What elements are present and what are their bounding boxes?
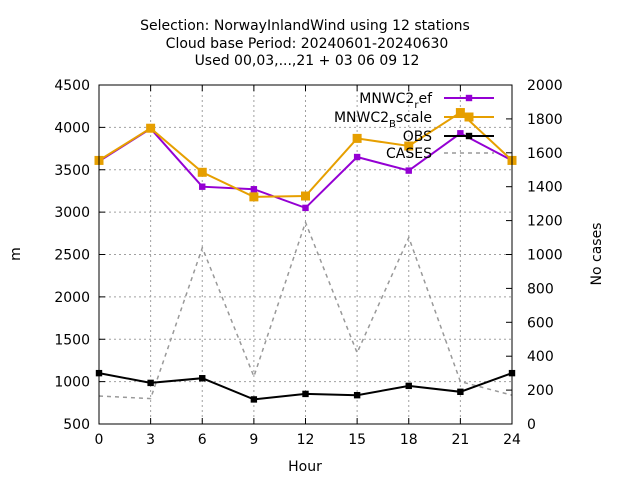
data-point bbox=[146, 123, 156, 133]
data-point bbox=[353, 391, 361, 399]
y-tick-label: 4000 bbox=[54, 120, 90, 136]
y2-axis-label: No cases bbox=[589, 223, 605, 286]
data-point bbox=[197, 167, 207, 177]
y-axis-label: m bbox=[8, 247, 24, 261]
data-point bbox=[457, 130, 464, 137]
chart-title: Selection: NorwayInlandWind using 12 sta… bbox=[140, 18, 470, 69]
title-line-2: Cloud base Period: 20240601-20240630 bbox=[166, 36, 449, 52]
x-tick-label: 9 bbox=[249, 432, 258, 448]
data-point bbox=[250, 396, 258, 403]
data-point bbox=[302, 390, 309, 398]
legend-label: CASES bbox=[386, 146, 432, 162]
data-point bbox=[353, 153, 361, 161]
data-point bbox=[352, 133, 362, 143]
data-point bbox=[147, 379, 154, 387]
y2-tick-label: 800 bbox=[527, 281, 554, 297]
y2-tick-label: 400 bbox=[527, 349, 554, 365]
x-tick-label: 21 bbox=[451, 432, 469, 448]
x-tick-label: 24 bbox=[503, 432, 521, 448]
y-tick-label: 2000 bbox=[54, 290, 90, 306]
x-tick-label: 12 bbox=[297, 432, 315, 448]
y2-tick-label: 200 bbox=[527, 383, 554, 399]
x-tick-label: 3 bbox=[146, 432, 155, 448]
tick-labels: 0 3 6 9 12 15 18 21 2450010001500200025003000350… bbox=[54, 78, 562, 448]
data-point bbox=[199, 183, 206, 190]
y2-tick-label: 2000 bbox=[527, 78, 563, 94]
legend-marker bbox=[465, 94, 473, 102]
y-tick-label: 1000 bbox=[54, 375, 90, 391]
data-point bbox=[249, 192, 259, 202]
y-tick-label: 1500 bbox=[54, 332, 90, 348]
data-point bbox=[404, 141, 414, 151]
title-line-1: Selection: NorwayInlandWind using 12 sta… bbox=[140, 18, 470, 34]
legend-marker bbox=[465, 132, 473, 140]
data-point bbox=[405, 382, 412, 390]
data-point bbox=[455, 108, 465, 118]
data-point bbox=[301, 191, 310, 201]
x-tick-label: 0 bbox=[95, 432, 104, 448]
title-line-3: Used 00,03,...,21 + 03 06 09 12 bbox=[195, 53, 420, 69]
y2-tick-label: 1800 bbox=[527, 112, 563, 128]
x-tick-label: 6 bbox=[198, 432, 207, 448]
data-point bbox=[457, 388, 464, 395]
grid bbox=[99, 85, 512, 424]
x-axis-label: Hour bbox=[288, 459, 322, 475]
x-tick-label: 18 bbox=[400, 432, 418, 448]
y-tick-label: 500 bbox=[63, 417, 90, 433]
legend-label: MNWC2ref bbox=[359, 91, 433, 111]
y2-tick-label: 1200 bbox=[527, 214, 563, 230]
x-tick-label: 15 bbox=[348, 432, 366, 448]
y-tick-label: 2500 bbox=[54, 248, 90, 264]
legend-marker bbox=[464, 112, 474, 122]
data-point bbox=[250, 186, 258, 193]
y2-tick-label: 1600 bbox=[527, 146, 563, 162]
y2-tick-label: 1400 bbox=[527, 180, 563, 196]
y2-tick-label: 0 bbox=[527, 417, 536, 433]
data-point bbox=[302, 204, 309, 212]
data-point bbox=[199, 375, 206, 382]
y2-tick-label: 600 bbox=[527, 315, 554, 331]
y-tick-label: 3000 bbox=[54, 205, 90, 221]
y2-tick-label: 1000 bbox=[527, 248, 563, 264]
y-tick-label: 3500 bbox=[54, 163, 90, 179]
data-point bbox=[405, 167, 412, 174]
legend-label: MNWC2Bscale bbox=[334, 110, 432, 130]
y-tick-label: 4500 bbox=[54, 78, 90, 94]
series-line-cases bbox=[98, 220, 513, 400]
legend-label: OBS bbox=[403, 129, 432, 145]
